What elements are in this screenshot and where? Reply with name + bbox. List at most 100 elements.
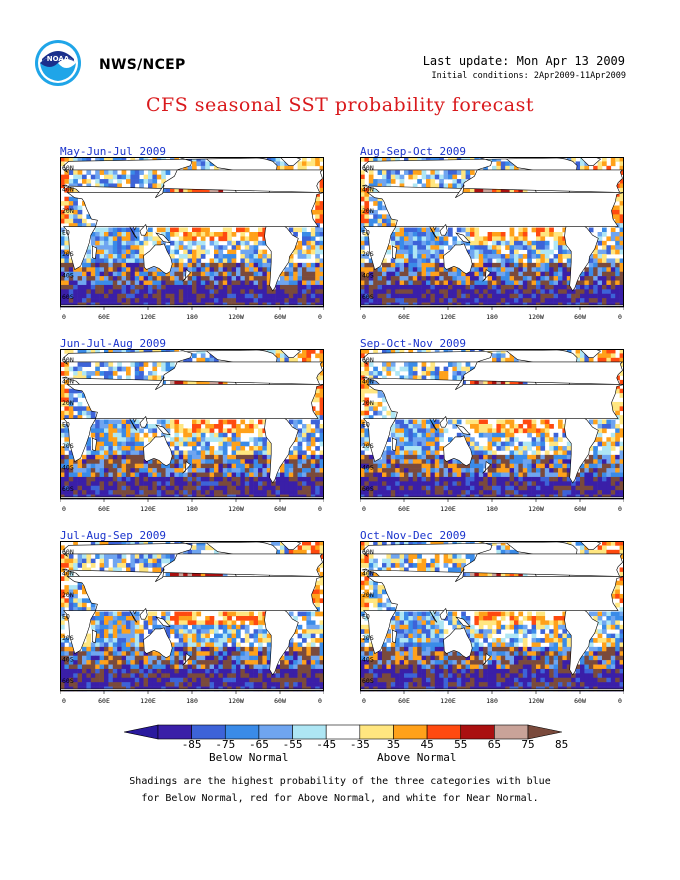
map-frame	[60, 157, 324, 307]
lat-label: EQ	[362, 421, 370, 429]
lat-label: 40N	[362, 570, 374, 578]
caption: Shadings are the highest probability of …	[0, 773, 680, 807]
colorbar-swatch	[393, 724, 428, 740]
lon-label: 0	[62, 505, 66, 513]
map-frame	[60, 541, 324, 691]
lon-label: 120E	[440, 313, 456, 321]
colorbar-swatch	[224, 724, 260, 740]
lon-label: 60E	[398, 697, 410, 705]
lat-label: 40S	[362, 463, 374, 471]
sst-shading	[360, 157, 624, 308]
lat-label: EQ	[62, 613, 70, 621]
lat-label: 20N	[62, 591, 74, 599]
lon-label: 120W	[528, 697, 544, 705]
panel-title: Oct-Nov-Dec 2009	[360, 529, 466, 542]
colorbar-swatch	[157, 724, 192, 740]
caption-line: for Below Normal, red for Above Normal, …	[141, 793, 539, 804]
colorbar-swatch	[426, 724, 462, 740]
lon-label: 120E	[440, 505, 456, 513]
sst-probability-map: 60N 40N 20N EQ 20S 40S 60S 0 60E 120E 180 120W 60W 0	[360, 157, 624, 321]
colorbar-tick-label: 85	[555, 738, 569, 751]
lon-label: 120W	[228, 697, 244, 705]
above-normal-label: Above Normal	[377, 751, 457, 764]
lat-label: 60S	[362, 293, 374, 301]
lon-label: 0	[62, 313, 66, 321]
lon-label: 180	[486, 697, 498, 705]
panel-title: Sep-Oct-Nov 2009	[360, 337, 466, 350]
lat-label: EQ	[62, 229, 70, 237]
panel-map: Jul-Aug-Sep 2009 60N 40N 20N EQ 20S 40S 60S 0 60…	[60, 529, 324, 709]
lat-label: 60S	[362, 677, 374, 685]
sst-shading	[360, 541, 624, 692]
colorbar-tick-label: 35	[386, 738, 401, 751]
lat-label: 20S	[62, 634, 74, 642]
page-title: CFS seasonal SST probability forecast	[145, 94, 534, 116]
lon-label: 180	[486, 505, 498, 513]
sst-probability-map: 60N 40N 20N EQ 20S 40S 60S 0 60E 120E 180 120W 60W 0	[60, 349, 324, 513]
colorbar-swatch	[325, 724, 361, 740]
lat-label: 40N	[62, 378, 74, 386]
panel-title: Jun-Jul-Aug 2009	[60, 337, 166, 350]
lon-label: 120E	[140, 313, 156, 321]
lat-label: 60N	[362, 356, 374, 364]
panel-map: May-Jun-Jul 2009 60N 40N 20N EQ 20S 40S 60S 0 60…	[60, 145, 324, 325]
lon-label: 120W	[228, 505, 244, 513]
lon-label: 60W	[274, 505, 286, 513]
lat-label: 20S	[62, 250, 74, 258]
map-frame	[360, 349, 624, 499]
lon-label: 0	[362, 697, 366, 705]
lat-label: 60N	[362, 164, 374, 172]
sst-probability-map: 60N 40N 20N EQ 20S 40S 60S 0 60E 120E 180 120W 60W 0	[360, 541, 624, 705]
colorbar-arrow-right	[527, 724, 562, 740]
lon-label: 180	[186, 313, 198, 321]
lon-label: 0	[318, 505, 322, 513]
lon-label: 60W	[274, 313, 286, 321]
colorbar-swatch	[460, 724, 495, 740]
panel-title: Aug-Sep-Oct 2009	[360, 145, 466, 158]
continent-outlines	[360, 349, 624, 500]
lat-label: 20N	[62, 399, 74, 407]
lat-label: 60N	[62, 548, 74, 556]
last-update-text: Last update: Mon Apr 13 2009	[422, 54, 625, 68]
lat-label: 40S	[362, 655, 374, 663]
lat-label: 60N	[62, 356, 74, 364]
lon-label: 180	[486, 313, 498, 321]
sst-shading	[60, 349, 324, 500]
lon-label: 120E	[140, 697, 156, 705]
colorbar-swatch	[359, 724, 394, 740]
panel-map: Aug-Sep-Oct 2009 60N 40N 20N EQ 20S 40S 60S 0 60…	[360, 145, 624, 325]
colorbar-swatch	[191, 724, 226, 740]
lon-label: 120W	[228, 313, 244, 321]
lon-label: 0	[318, 697, 322, 705]
lat-label: 20S	[362, 634, 374, 642]
lat-label: 40S	[62, 271, 74, 279]
panel-title: May-Jun-Jul 2009	[60, 145, 166, 158]
lon-label: 120W	[528, 313, 544, 321]
lon-label: 60W	[574, 697, 586, 705]
lon-label: 180	[186, 505, 198, 513]
lat-label: EQ	[62, 421, 70, 429]
colorbar-swatch	[292, 724, 327, 740]
sst-probability-map: 60N 40N 20N EQ 20S 40S 60S 0 60E 120E 180 120W 60W 0	[60, 541, 324, 705]
colorbar-swatch	[494, 724, 529, 740]
panel-map: Oct-Nov-Dec 2009 60N 40N 20N EQ 20S 40S 60S 0 60…	[360, 529, 624, 709]
lon-label: 0	[362, 505, 366, 513]
lat-label: 40N	[362, 186, 374, 194]
lon-label: 60E	[398, 505, 410, 513]
lon-label: 60E	[98, 313, 110, 321]
lat-label: 20N	[362, 399, 374, 407]
svg-text:NOAA: NOAA	[47, 55, 70, 63]
lat-label: 20S	[362, 250, 374, 258]
caption-line: Shadings are the highest probability of …	[129, 776, 551, 787]
continent-outlines	[360, 157, 624, 308]
lon-label: 0	[618, 697, 622, 705]
lon-label: 60W	[574, 313, 586, 321]
panel-map: Jun-Jul-Aug 2009 60N 40N 20N EQ 20S 40S 60S 0 60…	[60, 337, 324, 517]
lat-label: 60N	[362, 548, 374, 556]
lon-label: 180	[186, 697, 198, 705]
lon-label: 0	[318, 313, 322, 321]
noaa-logo: NOAA	[35, 40, 81, 86]
colorbar-tick-label: -85	[181, 738, 202, 751]
map-frame	[360, 541, 624, 691]
panel-title: Jul-Aug-Sep 2009	[60, 529, 166, 542]
